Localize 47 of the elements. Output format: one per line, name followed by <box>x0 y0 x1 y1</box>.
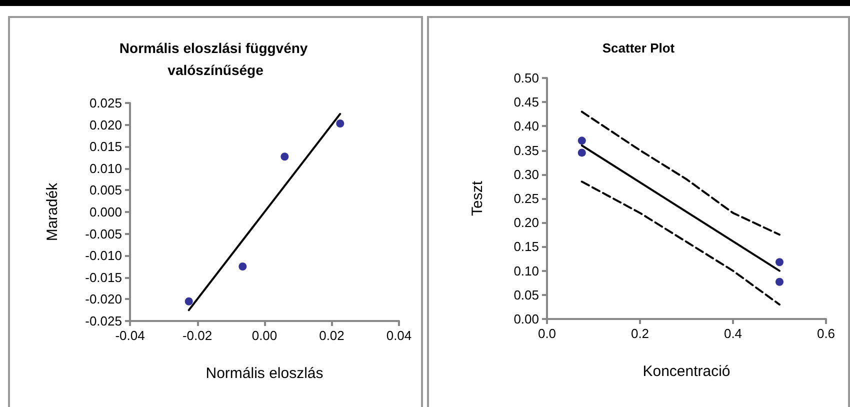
y-tick-label: 0.020 <box>89 117 122 132</box>
line-series <box>580 180 780 306</box>
x-axis-title: Normális eloszlás <box>206 365 324 382</box>
y-tick-label: 0.20 <box>514 215 539 230</box>
y-tick-label: -0.005 <box>85 226 122 242</box>
y-tick-label: 0.05 <box>514 287 539 302</box>
x-tick-label: 0.02 <box>319 328 344 343</box>
chart-title: Normális eloszlási függvény valószínűsége <box>119 40 312 78</box>
point <box>336 119 344 128</box>
x-tick-label: -0.02 <box>182 328 212 343</box>
y-tick-label: 0.15 <box>514 239 539 254</box>
point <box>184 297 193 306</box>
y-tick-label: 0.025 <box>89 96 122 110</box>
y-tick-label: 0.50 <box>514 70 539 86</box>
y-tick-label: 0.00 <box>514 312 539 326</box>
point <box>280 152 289 161</box>
y-axis-title: Maradék <box>44 182 61 242</box>
x-tick-label: 0.0 <box>538 326 556 341</box>
point <box>578 148 586 157</box>
y-tick-label: 0.25 <box>514 191 539 206</box>
y-tick-label: 0.35 <box>514 142 539 158</box>
line-series <box>580 110 780 236</box>
y-axis-title: Teszt <box>469 180 486 216</box>
x-tick-label: 0.2 <box>630 326 650 341</box>
x-axis-title: Koncentració <box>642 363 730 380</box>
point <box>578 136 586 145</box>
y-tick-label: -0.020 <box>85 292 122 307</box>
x-tick-label: 0.04 <box>386 328 412 343</box>
y-tick-label: 0.40 <box>514 118 539 134</box>
y-tick-label: 0.010 <box>89 160 122 176</box>
y-tick-label: 0.10 <box>514 263 539 278</box>
y-tick-label: -0.010 <box>85 248 122 264</box>
y-tick-label: 0.45 <box>514 94 539 110</box>
y-tick-label: 0.30 <box>514 166 539 182</box>
x-tick-label: 0.6 <box>816 326 836 341</box>
y-tick-label: 0.000 <box>89 204 122 220</box>
y-tick-label: 0.005 <box>89 182 122 198</box>
y-tick-label: -0.025 <box>85 314 122 328</box>
point <box>776 258 784 266</box>
x-tick-label: 0.00 <box>252 328 278 343</box>
x-tick-label: -0.04 <box>115 328 145 343</box>
point <box>238 262 247 270</box>
point <box>776 278 784 286</box>
y-tick-label: 0.015 <box>89 139 122 154</box>
x-tick-label: 0.4 <box>724 326 742 341</box>
chart-title: Scatter Plot <box>602 40 676 56</box>
y-tick-label: -0.015 <box>85 270 122 285</box>
